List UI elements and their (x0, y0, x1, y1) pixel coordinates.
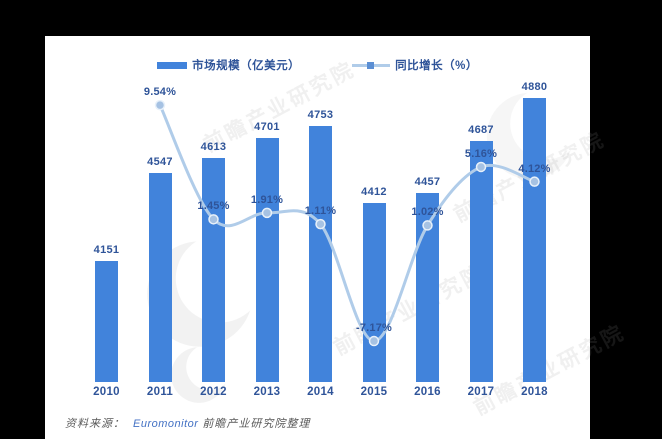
bar-2015 (362, 202, 386, 382)
bar-value-label: 4687 (468, 124, 494, 137)
legend-line-label: 同比增长（%） (395, 60, 478, 72)
line-marker (154, 99, 166, 111)
pct-label: 1.11% (304, 205, 337, 218)
x-axis-label: 2014 (307, 386, 334, 398)
bar-value-label: 4753 (307, 109, 334, 122)
x-axis-label: 2011 (146, 386, 174, 398)
bar-2018 (523, 98, 546, 382)
bar-value-label: 4701 (254, 121, 280, 134)
pct-label: 1.02% (411, 206, 444, 219)
bar-2011 (148, 172, 172, 382)
bar-value-label: 4412 (361, 185, 387, 198)
pct-label: 1.45% (197, 200, 230, 213)
line-swatch-marker (367, 61, 375, 69)
source-prefix: 资料来源： (65, 418, 125, 430)
bar-2016 (416, 192, 439, 382)
legend: 市场规模（亿美元） 同比增长（%） (45, 57, 590, 73)
bar-value-label: 4457 (414, 175, 441, 188)
x-axis-label: 2016 (414, 386, 441, 398)
source-suffix: 前瞻产业研究院整理 (202, 418, 311, 430)
chart-panel: 前瞻产业研究院 前瞻产业研究院 前瞻产业研究院 前瞻产业研究院 市场规模（亿美元… (45, 36, 629, 439)
pct-label: -7.17% (355, 322, 393, 335)
x-axis-label: 2017 (467, 386, 495, 398)
pct-label: 5.16% (464, 147, 498, 160)
bar-2012 (202, 157, 225, 382)
pct-label: 4.12% (518, 162, 551, 175)
legend-bar-label: 市场规模（亿美元） (192, 60, 301, 72)
watermark-text: 前瞻产业研究院 (330, 260, 490, 360)
bar-value-label: 4151 (93, 244, 120, 257)
source-note: 资料来源： Euromonitor 前瞻产业研究院整理 (65, 415, 310, 431)
x-axis-label: 2018 (521, 386, 548, 398)
pct-label: 1.91% (250, 193, 284, 206)
bar-2010 (95, 261, 118, 382)
bar-swatch-icon (157, 61, 188, 69)
bar-value-label: 4547 (147, 155, 173, 168)
x-axis-label: 2012 (200, 386, 227, 398)
legend-item-market-size: 市场规模（亿美元） (157, 57, 300, 73)
bar-value-label: 4613 (200, 140, 227, 153)
legend-item-growth: 同比增长（%） (352, 57, 478, 73)
x-axis-label: 2015 (360, 386, 388, 398)
x-axis-label: 2010 (93, 386, 120, 398)
bar-value-label: 4880 (521, 81, 548, 94)
source-org: Euromonitor (133, 418, 199, 430)
line-swatch-icon (352, 61, 391, 70)
x-axis-label: 2013 (253, 386, 281, 398)
bar-2014 (309, 126, 332, 382)
bar-2013 (255, 138, 279, 382)
pct-label: 9.54% (143, 86, 177, 99)
bar-2017 (469, 141, 493, 382)
